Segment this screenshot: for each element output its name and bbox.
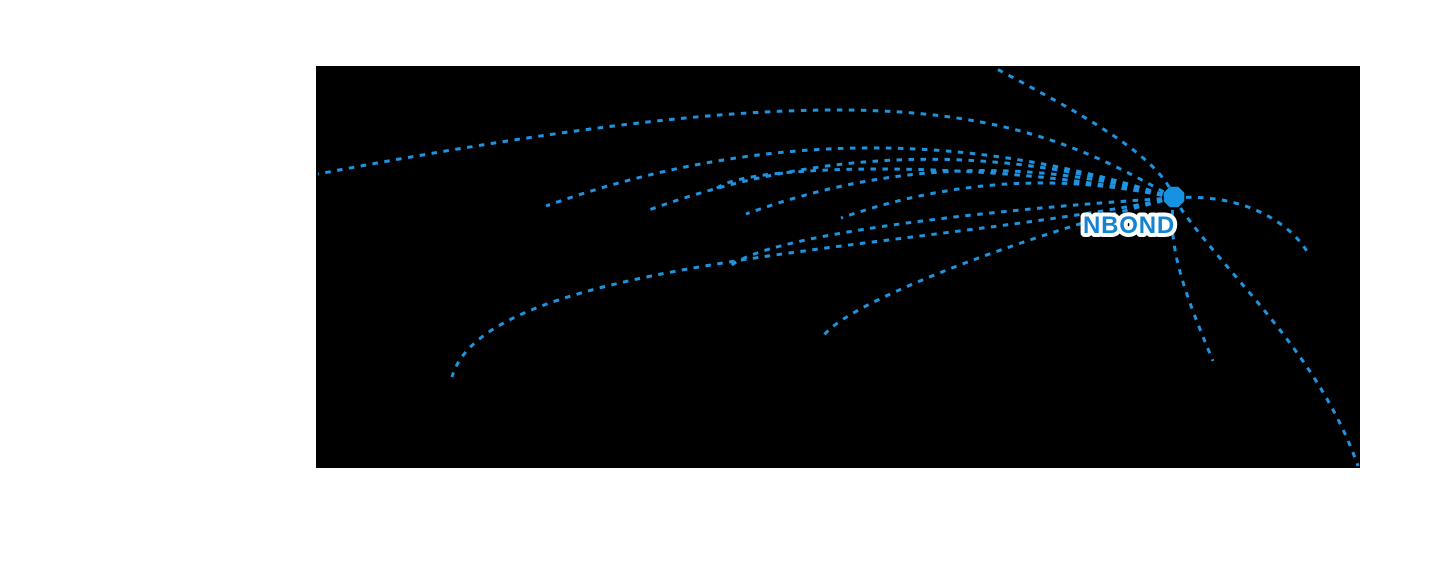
svg-text:NBOND: NBOND xyxy=(1083,212,1175,239)
